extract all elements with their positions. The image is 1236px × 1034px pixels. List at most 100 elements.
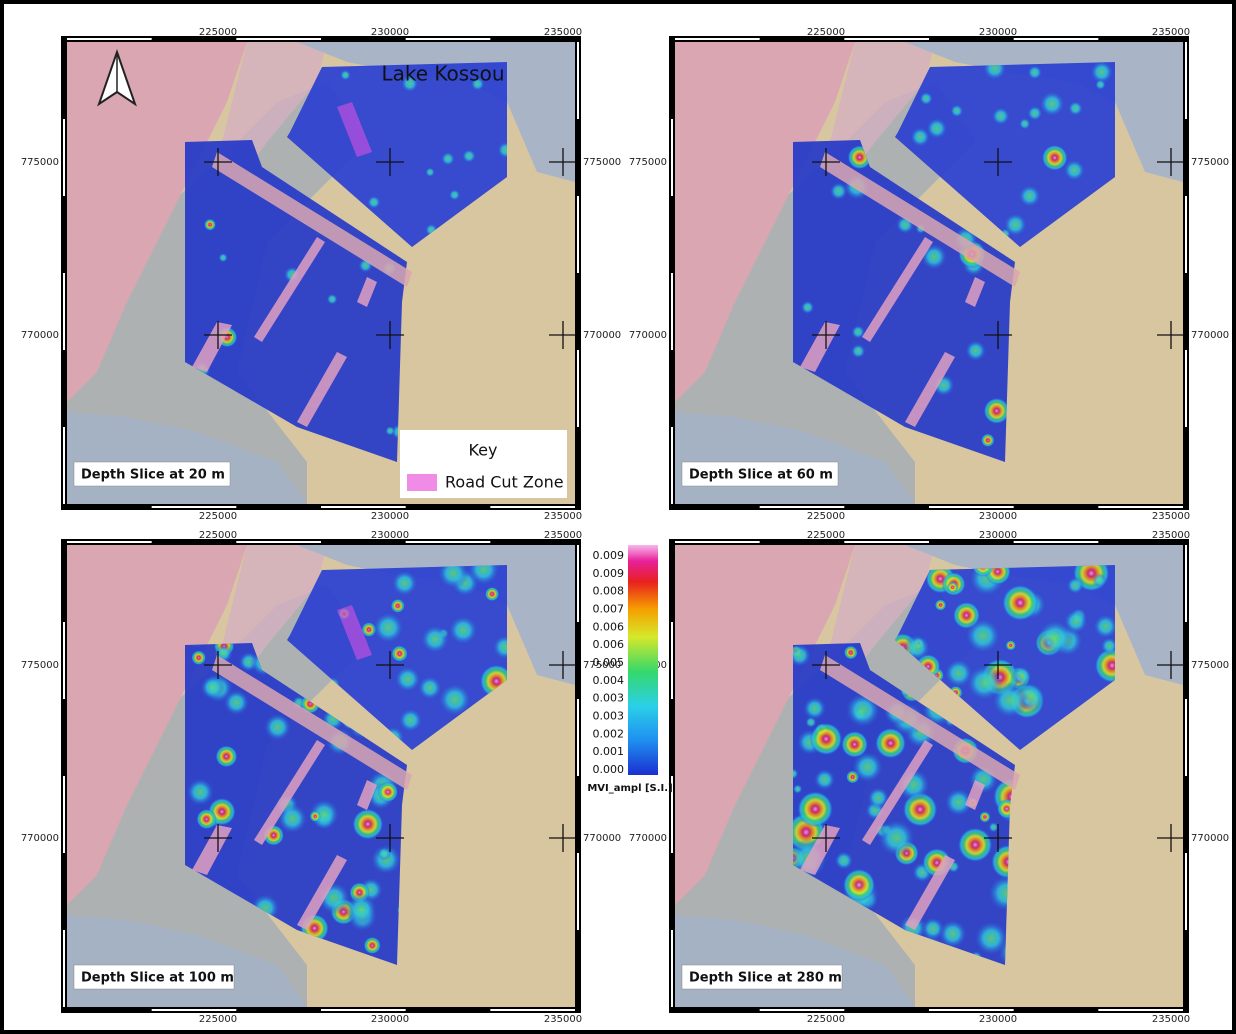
- figure: 225000 225000 230000 230000 235000 235000 7750…: [0, 0, 1236, 1034]
- y-coord-right: 770000: [583, 833, 621, 844]
- colorbar-label: 0.001: [593, 745, 625, 758]
- anomaly: [919, 91, 933, 105]
- anomaly: [326, 293, 338, 305]
- key-item: Road Cut Zone: [445, 473, 564, 492]
- anomaly: [364, 937, 381, 954]
- key-title: Key: [468, 441, 497, 460]
- anomaly: [1006, 640, 1016, 650]
- anomaly: [398, 708, 423, 733]
- anomaly: [991, 107, 1010, 126]
- x-coord-bottom: 225000: [199, 511, 237, 522]
- anomaly: [844, 646, 858, 660]
- anomaly: [875, 728, 906, 759]
- x-coord-top: 225000: [807, 27, 845, 38]
- anomaly: [1095, 79, 1106, 90]
- anomaly: [974, 921, 1009, 956]
- x-coord-top: 230000: [979, 27, 1017, 38]
- x-coord-bottom: 230000: [979, 1014, 1017, 1025]
- x-coord-bottom: 230000: [371, 1014, 409, 1025]
- anomaly: [425, 167, 435, 177]
- anomaly: [843, 868, 876, 901]
- colorbar-label: 0.000: [593, 763, 625, 776]
- anomaly: [191, 650, 206, 665]
- anomaly: [965, 618, 1001, 654]
- anomaly: [223, 689, 250, 716]
- anomaly: [813, 768, 835, 790]
- colorbar-label: 0.008: [593, 585, 625, 598]
- y-coord-left: 775000: [629, 157, 667, 168]
- x-coord-bottom: 225000: [807, 1014, 845, 1025]
- anomaly: [1011, 666, 1032, 687]
- x-coord-top: 225000: [807, 530, 845, 541]
- anomaly: [877, 819, 915, 857]
- y-coord-right: 775000: [1191, 157, 1229, 168]
- x-coord-top: 230000: [979, 530, 1017, 541]
- y-coord-left: 770000: [21, 330, 59, 341]
- colorbar-label: 0.004: [593, 674, 625, 687]
- anomaly: [793, 784, 803, 794]
- slice-label: Depth Slice at 280 m: [689, 971, 842, 986]
- anomaly: [1002, 584, 1039, 621]
- anomaly: [1003, 213, 1027, 237]
- anomaly: [1018, 184, 1041, 207]
- anomaly: [834, 851, 853, 870]
- anomaly: [391, 645, 408, 662]
- x-coord-top: 235000: [544, 530, 582, 541]
- y-coord-left: 775000: [21, 157, 59, 168]
- anomaly: [378, 782, 399, 803]
- x-coord-top: 235000: [1152, 27, 1190, 38]
- x-coord-top: 225000: [199, 530, 237, 541]
- anomaly: [310, 811, 321, 822]
- x-coord-bottom: 235000: [1152, 511, 1190, 522]
- anomaly: [449, 189, 461, 201]
- map-body: [675, 42, 1183, 504]
- anomaly: [983, 398, 1010, 425]
- anomaly: [935, 599, 946, 610]
- y-coord-left: 770000: [629, 330, 667, 341]
- anomaly: [1066, 576, 1084, 594]
- colorbar-title: MVI_ampl [S.I.]: [587, 783, 672, 794]
- anomaly: [965, 340, 987, 362]
- anomaly: [448, 615, 478, 645]
- colorbar-label: 0.009: [593, 567, 625, 580]
- anomaly: [352, 808, 383, 839]
- anomaly: [200, 675, 225, 700]
- anomaly: [841, 731, 868, 758]
- anomaly: [391, 599, 405, 613]
- anomaly: [218, 253, 228, 263]
- anomaly: [1068, 101, 1084, 117]
- anomaly: [851, 344, 866, 359]
- y-coord-right: 775000: [1191, 660, 1229, 671]
- anomaly: [966, 664, 1003, 701]
- colorbar-ramp: [628, 545, 658, 775]
- x-coord-bottom: 230000: [371, 511, 409, 522]
- key-swatch: [407, 474, 437, 491]
- anomaly: [394, 666, 421, 693]
- anomaly: [186, 778, 215, 807]
- anomaly: [950, 104, 964, 118]
- anomaly: [910, 127, 931, 148]
- colorbar-label: 0.005: [593, 656, 625, 669]
- x-coord-top: 225000: [199, 27, 237, 38]
- x-coord-bottom: 235000: [544, 511, 582, 522]
- x-coord-bottom: 235000: [1152, 1014, 1190, 1025]
- anomaly: [385, 426, 395, 436]
- map-panel: 2250002250002300002300002350002350007750…: [629, 27, 1229, 522]
- y-coord-right: 770000: [1191, 330, 1229, 341]
- anomaly: [462, 149, 476, 163]
- slice-label: Depth Slice at 20 m: [81, 468, 225, 483]
- slice-label: Depth Slice at 100 m: [81, 971, 234, 986]
- anomaly: [391, 570, 418, 597]
- anomaly: [215, 745, 237, 767]
- x-coord-bottom: 230000: [979, 511, 1017, 522]
- anomaly: [829, 182, 848, 201]
- x-coord-top: 230000: [371, 27, 409, 38]
- y-coord-left: 770000: [21, 833, 59, 844]
- map-body: [67, 545, 575, 1007]
- colorbar-label: 0.006: [593, 620, 625, 633]
- anomaly: [979, 811, 990, 822]
- anomaly: [367, 195, 381, 209]
- anomaly: [441, 152, 455, 166]
- anomaly: [958, 827, 993, 862]
- anomaly: [947, 582, 958, 593]
